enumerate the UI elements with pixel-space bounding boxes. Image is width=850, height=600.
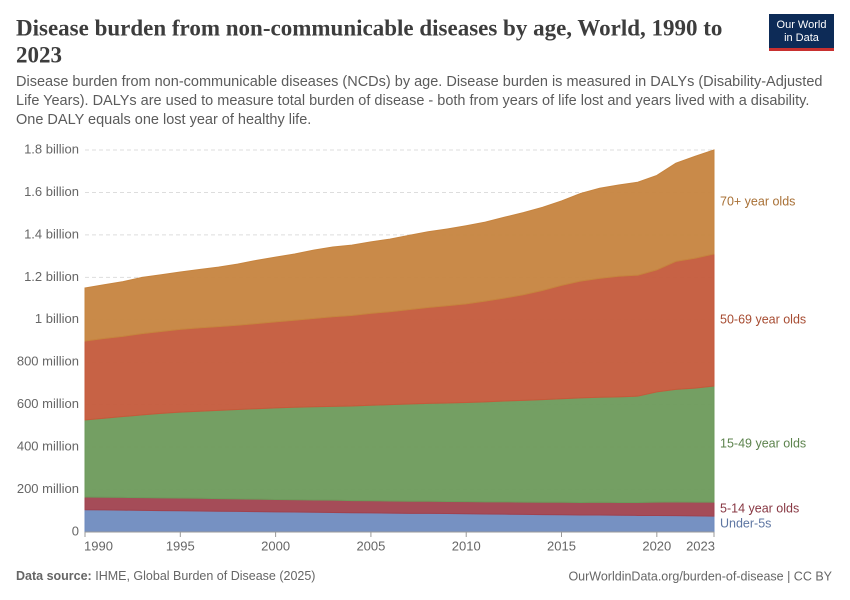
chart-title-line: Disease burden from non-communicable dis…	[16, 15, 722, 40]
x-tick-label: 1995	[166, 538, 195, 553]
y-tick-label: 1 billion	[35, 311, 79, 326]
series-label: Under-5s	[720, 516, 771, 530]
area	[84, 149, 715, 342]
source: Data source: IHME, Global Burden of Dise…	[16, 569, 315, 583]
subtitle-line: Life Years). DALYs are used to measure t…	[16, 93, 809, 109]
source-text: IHME, Global Burden of Disease (2025)	[95, 569, 315, 583]
logo-text: Our World	[777, 19, 827, 31]
series-label: 70+ year olds	[720, 194, 795, 208]
footer-url: OurWorldinData.org/burden-of-disease | C…	[568, 569, 832, 583]
x-tick-label: 1990	[84, 538, 113, 553]
subtitle-line: One DALY equals one lost year of healthy…	[16, 112, 311, 128]
y-tick-label: 1.8 billion	[24, 141, 79, 156]
series-label: 15-49 year olds	[720, 436, 806, 450]
subtitle-line: Disease burden from non-communicable dis…	[16, 74, 822, 90]
series-label: 50-69 year olds	[720, 312, 806, 326]
y-tick-label: 0	[72, 523, 79, 538]
x-tick-label: 2000	[261, 538, 290, 553]
logo-text: in Data	[784, 32, 820, 44]
y-tick-label: 400 million	[17, 439, 79, 454]
y-tick-label: 600 million	[17, 396, 79, 411]
x-tick-label: 2015	[547, 538, 576, 553]
series-label: 5-14 year olds	[720, 501, 799, 515]
x-tick-label: 2020	[642, 538, 671, 553]
y-tick-label: 800 million	[17, 354, 79, 369]
chart-title-line: 2023	[16, 42, 62, 67]
source-label: Data source:	[16, 569, 92, 583]
y-tick-label: 1.4 billion	[24, 226, 79, 241]
y-tick-label: 1.2 billion	[24, 269, 79, 284]
x-tick-label: 2010	[452, 538, 481, 553]
y-tick-label: 1.6 billion	[24, 184, 79, 199]
y-tick-label: 200 million	[17, 481, 79, 496]
x-tick-label: 2023	[686, 538, 715, 553]
x-tick-label: 2005	[356, 538, 385, 553]
logo-bar	[769, 48, 834, 51]
logo	[769, 14, 834, 51]
